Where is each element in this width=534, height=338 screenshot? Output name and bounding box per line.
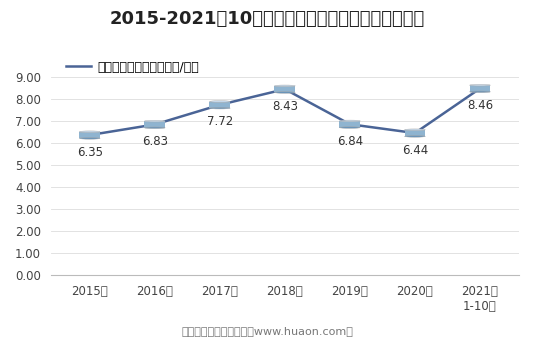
棉花期货成交均价（万元/手）	[87, 133, 93, 137]
FancyBboxPatch shape	[469, 85, 490, 92]
Ellipse shape	[340, 120, 360, 122]
Text: 制图：华经产业研究院（www.huaon.com）: 制图：华经产业研究院（www.huaon.com）	[181, 326, 353, 336]
Ellipse shape	[144, 120, 165, 122]
Text: 6.44: 6.44	[402, 144, 428, 156]
Ellipse shape	[80, 138, 100, 139]
Line: 棉花期货成交均价（万元/手）: 棉花期货成交均价（万元/手）	[90, 89, 480, 135]
Ellipse shape	[209, 107, 230, 109]
Text: 8.43: 8.43	[272, 100, 298, 113]
FancyBboxPatch shape	[144, 121, 165, 128]
Text: 6.84: 6.84	[337, 135, 363, 148]
Ellipse shape	[405, 136, 426, 137]
棉花期货成交均价（万元/手）	[152, 122, 158, 126]
棉花期货成交均价（万元/手）	[477, 87, 483, 91]
FancyBboxPatch shape	[80, 132, 100, 138]
Ellipse shape	[274, 92, 295, 93]
棉花期货成交均价（万元/手）	[217, 103, 223, 107]
棉花期货成交均价（万元/手）	[347, 122, 353, 126]
Legend: 棉花期货成交均价（万元/手）: 棉花期货成交均价（万元/手）	[66, 61, 199, 74]
Ellipse shape	[469, 84, 490, 86]
Text: 6.35: 6.35	[77, 146, 103, 159]
FancyBboxPatch shape	[274, 86, 295, 93]
Ellipse shape	[340, 127, 360, 128]
Ellipse shape	[405, 129, 426, 130]
Ellipse shape	[144, 127, 165, 128]
Ellipse shape	[469, 91, 490, 93]
Ellipse shape	[274, 85, 295, 87]
FancyBboxPatch shape	[405, 130, 426, 136]
Text: 8.46: 8.46	[467, 99, 493, 112]
Ellipse shape	[209, 101, 230, 102]
Ellipse shape	[80, 131, 100, 132]
Text: 2015-2021年10月郑州商品交易所棉花期货成交均价: 2015-2021年10月郑州商品交易所棉花期货成交均价	[109, 10, 425, 28]
棉花期货成交均价（万元/手）	[281, 87, 288, 91]
棉花期货成交均价（万元/手）	[412, 131, 418, 135]
FancyBboxPatch shape	[340, 121, 360, 127]
FancyBboxPatch shape	[209, 101, 230, 108]
Text: 7.72: 7.72	[207, 115, 233, 128]
Text: 6.83: 6.83	[142, 135, 168, 148]
